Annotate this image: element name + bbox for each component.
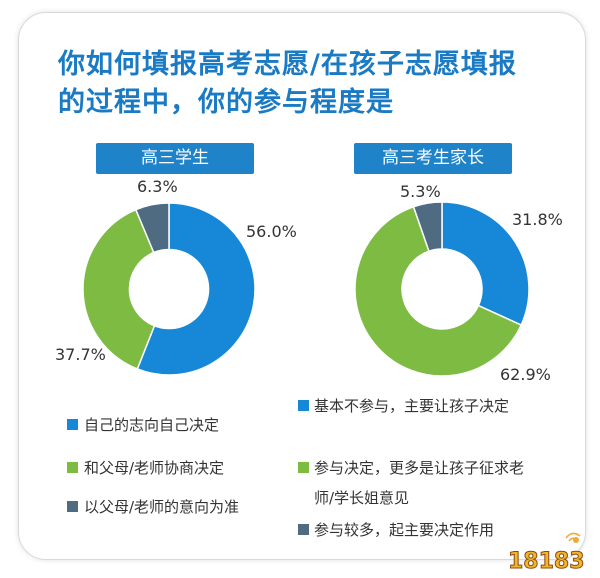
legend-item: 自己的志向自己决定 — [84, 416, 220, 434]
value-label: 31.8% — [512, 210, 563, 229]
donut-slice — [136, 202, 256, 376]
legend-swatch-dark — [67, 501, 78, 512]
legend-item: 参与较多，起主要决定作用 — [314, 521, 495, 539]
legend-item: 基本不参与，主要让孩子决定 — [314, 397, 510, 415]
legend-swatch-green — [67, 462, 78, 473]
legend-swatch-green — [298, 462, 309, 473]
donut-chart-students — [82, 202, 256, 376]
donut-slice — [354, 205, 523, 377]
legend-item: 参与决定，更多是让孩子征求老 — [314, 459, 525, 477]
value-label: 5.3% — [400, 182, 441, 201]
legend-swatch-blue — [67, 419, 78, 430]
donut-slice — [441, 201, 530, 327]
value-label: 6.3% — [137, 177, 178, 196]
donut-slice — [412, 201, 443, 253]
legend-item: 以父母/老师的意向为准 — [84, 498, 240, 516]
watermark-text: 18183 — [508, 549, 585, 572]
legend-item: 师/学长姐意见 — [314, 489, 410, 507]
right-chart-title: 高三考生家长 — [354, 143, 512, 174]
value-label: 37.7% — [55, 345, 106, 364]
donut-chart-parents — [354, 201, 530, 377]
value-label: 56.0% — [246, 222, 297, 241]
chart-title-line2: 的过程中，你的参与程度是 — [58, 87, 394, 118]
watermark-logo: 18183 — [508, 532, 585, 572]
donut-slice — [82, 208, 156, 370]
left-chart-title: 高三学生 — [96, 143, 254, 174]
donut-slice — [134, 202, 170, 254]
legend-swatch-blue — [298, 400, 309, 411]
legend-swatch-dark — [298, 524, 309, 535]
value-label: 62.9% — [500, 365, 551, 384]
legend-item: 和父母/老师协商决定 — [84, 459, 225, 477]
chart-title-line1: 你如何填报高考志愿/在孩子志愿填报 — [58, 49, 517, 80]
